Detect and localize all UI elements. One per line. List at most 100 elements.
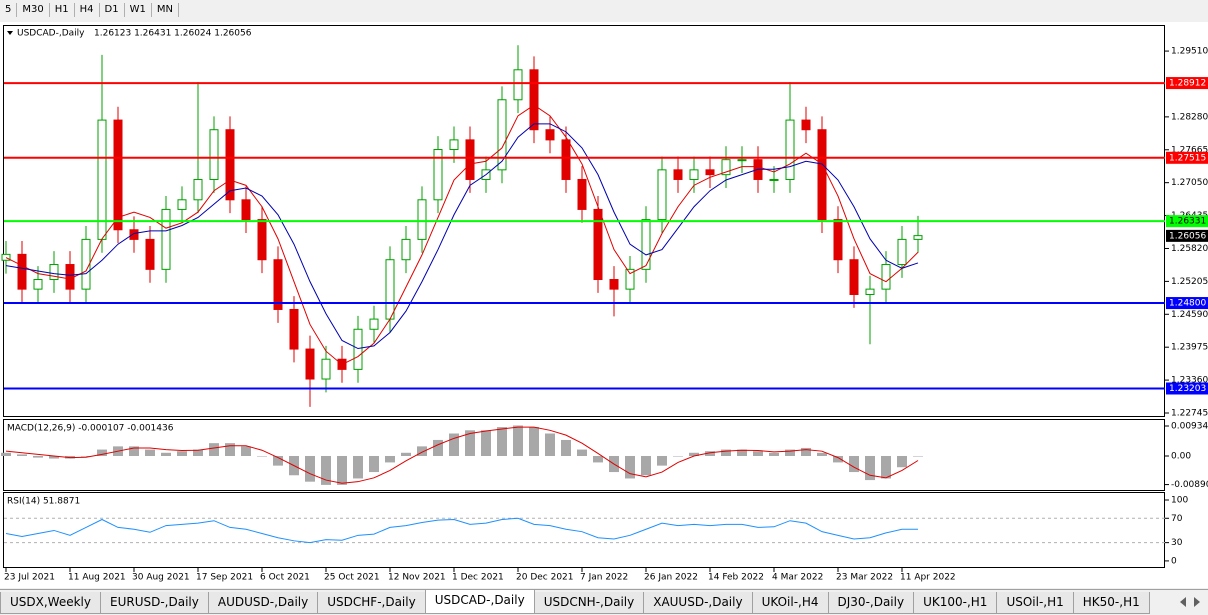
chart-tab[interactable]: USDX,Weekly — [0, 592, 101, 614]
macd-bar — [817, 452, 827, 456]
macd-bar — [481, 430, 491, 456]
macd-bar — [689, 452, 699, 456]
candle-body — [401, 238, 411, 261]
candle-body — [449, 139, 459, 151]
y-tick-label: 0 — [1171, 556, 1177, 566]
y-tick-label: 1.25820 — [1171, 244, 1208, 254]
timeframe-button[interactable]: H1 — [50, 3, 75, 17]
rsi-pane-frame — [3, 492, 1165, 568]
candle-body — [65, 264, 75, 290]
candle-body — [385, 259, 395, 320]
indicator-line — [5, 517, 919, 544]
macd-bar — [33, 455, 43, 458]
macd-bar — [129, 446, 139, 456]
y-tick-label: 1.24590 — [1171, 310, 1208, 320]
candle-body — [369, 318, 379, 330]
macd-bar — [193, 449, 203, 456]
macd-bar — [721, 449, 731, 456]
macd-bar — [225, 443, 235, 456]
x-tick-label: 30 Aug 2021 — [132, 573, 190, 583]
candle-body — [737, 159, 747, 162]
dropdown-icon — [7, 31, 13, 35]
macd-bar — [401, 452, 411, 456]
x-tick-label: 14 Feb 2022 — [708, 573, 764, 583]
candle-body — [17, 253, 27, 290]
macd-bar — [657, 455, 667, 466]
candle-body — [785, 119, 795, 180]
macd-bar — [753, 451, 763, 456]
candle-body — [529, 69, 539, 131]
x-tick-label: 23 Mar 2022 — [836, 573, 893, 583]
level-label: 1.23203 — [1169, 384, 1206, 394]
chart-tab[interactable]: HK50-,H1 — [1072, 592, 1150, 614]
last-price-box — [1166, 229, 1208, 242]
candle-body — [273, 259, 283, 310]
candle-body — [241, 199, 251, 221]
macd-bar — [673, 455, 683, 457]
level-label-box — [1166, 297, 1208, 310]
macd-bar — [177, 451, 187, 456]
macd-bar — [417, 446, 427, 456]
candle-body — [417, 199, 427, 240]
tab-scroll-arrows[interactable] — [1176, 592, 1206, 612]
macd-bar — [785, 449, 795, 456]
macd-bar — [833, 455, 843, 463]
y-tick-label: 0.00 — [1171, 451, 1191, 461]
candle-body — [225, 129, 235, 201]
timeframe-button[interactable]: MN — [152, 3, 179, 17]
chart-tab[interactable]: USOil-,H1 — [996, 592, 1074, 614]
chart-tab[interactable]: UKOil-,H4 — [751, 592, 829, 614]
timeframe-button[interactable]: 5 — [0, 3, 18, 17]
level-label-box — [1166, 77, 1208, 90]
chart-tab[interactable]: USDCAD-,Daily — [424, 590, 535, 614]
x-tick-label: 1 Dec 2021 — [452, 573, 504, 583]
level-label: 1.28912 — [1169, 79, 1206, 89]
macd-bar — [305, 455, 315, 482]
macd-bar — [433, 439, 443, 456]
candle-body — [465, 139, 475, 180]
macd-bar — [385, 455, 395, 463]
macd-bar — [625, 455, 635, 479]
candle-body — [257, 219, 267, 261]
candle-body — [673, 169, 683, 180]
y-tick-label: 1.28280 — [1171, 112, 1208, 122]
candle-body — [545, 129, 555, 141]
macd-bar — [465, 430, 475, 456]
macd-bar — [897, 455, 907, 468]
candle-body — [625, 268, 635, 290]
macd-bar — [337, 455, 347, 485]
macd-bar — [561, 439, 571, 456]
macd-bar — [913, 455, 923, 457]
y-tick-label: 1.23975 — [1171, 343, 1208, 353]
chart-tab[interactable]: USDCNH-,Daily — [533, 592, 645, 614]
candle-body — [913, 235, 923, 240]
macd-bar — [369, 455, 379, 473]
chart-tab[interactable]: AUDUSD-,Daily — [207, 592, 319, 614]
level-label: 1.27515 — [1169, 153, 1206, 163]
chart-tab[interactable]: XAUUSD-,Daily — [643, 592, 753, 614]
macd-bar — [49, 455, 59, 459]
macd-bar — [513, 425, 523, 456]
candle-body — [33, 279, 43, 290]
level-label-box — [1166, 215, 1208, 228]
candle-body — [705, 169, 715, 176]
candle-body — [1, 253, 11, 261]
chart-tab[interactable]: UK100-,H1 — [913, 592, 998, 614]
candle-body — [49, 264, 59, 281]
x-tick-label: 17 Sep 2021 — [196, 573, 253, 583]
timeframe-button[interactable]: W1 — [125, 3, 152, 17]
timeframe-button[interactable]: D1 — [100, 3, 125, 17]
chart-tab[interactable]: EURUSD-,Daily — [100, 592, 209, 614]
candle-body — [881, 264, 891, 290]
chart-tab[interactable]: USDCHF-,Daily — [317, 592, 426, 614]
candle-body — [657, 169, 667, 221]
level-label: 1.24800 — [1169, 299, 1206, 309]
timeframe-button[interactable]: M30 — [17, 3, 50, 17]
level-label-box — [1166, 382, 1208, 395]
macd-bar — [865, 455, 875, 481]
macd-bar — [849, 455, 859, 473]
macd-bar — [593, 455, 603, 463]
y-tick-label: 0.009345 — [1171, 421, 1208, 431]
chart-tab[interactable]: DJ30-,Daily — [827, 592, 915, 614]
timeframe-button[interactable]: H4 — [75, 3, 100, 17]
